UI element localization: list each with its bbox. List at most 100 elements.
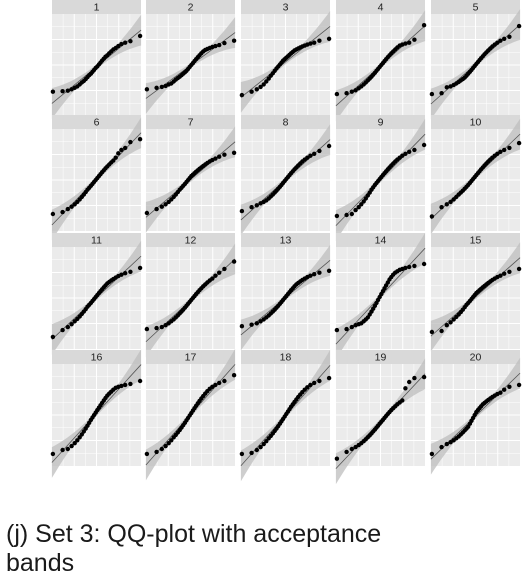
qq-point bbox=[154, 449, 159, 455]
qq-point bbox=[308, 382, 313, 388]
qq-point bbox=[516, 382, 522, 388]
facet-strip bbox=[241, 115, 330, 129]
qq-point bbox=[154, 85, 159, 91]
facet-strip bbox=[431, 115, 520, 129]
qq-point bbox=[213, 43, 218, 49]
facet-strip-label: 4 bbox=[378, 2, 384, 14]
facet-strip bbox=[431, 0, 520, 14]
qq-point bbox=[507, 269, 512, 274]
qq-point bbox=[261, 82, 266, 87]
qq-point bbox=[72, 441, 77, 446]
qq-point bbox=[128, 139, 133, 145]
facet-panel-3: 3 bbox=[239, 0, 332, 116]
qq-point bbox=[69, 204, 74, 209]
qq-point bbox=[326, 143, 332, 149]
qq-point bbox=[429, 451, 435, 457]
qq-point bbox=[119, 272, 124, 277]
qq-point bbox=[222, 266, 227, 272]
qq-point bbox=[326, 268, 332, 273]
qq-point bbox=[502, 36, 507, 41]
qq-point bbox=[349, 211, 354, 217]
qq-point bbox=[412, 263, 417, 269]
facet-panel-9: 9 bbox=[334, 115, 427, 241]
qq-point bbox=[502, 147, 507, 153]
qq-point bbox=[407, 149, 412, 154]
qq-point bbox=[344, 326, 349, 332]
qq-point bbox=[326, 375, 332, 381]
qq-point bbox=[75, 438, 80, 443]
qq-point bbox=[231, 373, 237, 378]
qq-point bbox=[502, 271, 507, 276]
qq-point bbox=[344, 212, 349, 218]
qq-point bbox=[50, 211, 56, 217]
qq-point bbox=[344, 91, 349, 96]
facet-strip bbox=[52, 115, 141, 129]
qq-point bbox=[65, 324, 71, 330]
qq-point bbox=[249, 89, 254, 94]
qq-point bbox=[50, 89, 56, 94]
qq-point bbox=[144, 210, 150, 216]
qq-point bbox=[231, 38, 237, 43]
qq-point bbox=[137, 33, 143, 39]
qq-point bbox=[498, 149, 503, 154]
qq-point bbox=[163, 443, 168, 449]
qq-point bbox=[421, 142, 427, 148]
qq-point bbox=[69, 443, 74, 449]
facet-strip-label: 8 bbox=[283, 117, 289, 129]
qq-point bbox=[421, 23, 427, 28]
facet-panel-4: 4 bbox=[334, 0, 427, 122]
qq-point bbox=[264, 79, 269, 84]
qq-point bbox=[516, 23, 522, 29]
qq-point bbox=[123, 382, 128, 388]
qq-point bbox=[169, 438, 174, 443]
qq-point bbox=[312, 151, 317, 156]
reference-line bbox=[240, 26, 331, 98]
facet-strip-label: 2 bbox=[188, 2, 194, 14]
qq-point bbox=[254, 87, 259, 92]
qq-point bbox=[444, 202, 449, 207]
qq-point bbox=[403, 41, 408, 46]
qq-point bbox=[498, 390, 503, 395]
facet-strip bbox=[241, 233, 330, 247]
qq-point bbox=[123, 271, 128, 276]
qq-point bbox=[222, 378, 227, 384]
qq-point bbox=[444, 441, 449, 447]
qq-point bbox=[222, 40, 227, 46]
qq-point bbox=[317, 38, 322, 43]
qq-point bbox=[344, 449, 349, 455]
qq-point bbox=[159, 84, 164, 90]
facet-panel-18: 18 bbox=[239, 349, 332, 482]
qq-point bbox=[222, 152, 227, 157]
facet-strip-label: 7 bbox=[188, 117, 194, 129]
qq-point bbox=[119, 383, 124, 389]
qq-point bbox=[429, 329, 435, 335]
qq-point bbox=[407, 40, 412, 45]
qq-point bbox=[429, 91, 435, 97]
qq-point bbox=[326, 36, 332, 41]
qq-point bbox=[334, 327, 340, 333]
qq-point bbox=[407, 264, 412, 270]
qq-point bbox=[249, 205, 254, 210]
qq-point bbox=[439, 444, 444, 450]
qq-point bbox=[210, 276, 215, 281]
qq-point bbox=[349, 89, 354, 94]
facet-strip bbox=[52, 233, 141, 247]
facet-panel-20: 20 bbox=[429, 350, 522, 475]
qq-point bbox=[403, 386, 408, 391]
qq-point bbox=[159, 324, 164, 330]
facet-panel-15: 15 bbox=[429, 233, 522, 352]
qq-point bbox=[163, 202, 168, 207]
facet-strip-label: 5 bbox=[473, 2, 479, 14]
qq-point bbox=[359, 202, 364, 207]
facet-panel-5: 5 bbox=[429, 0, 522, 120]
qq-point bbox=[502, 387, 507, 392]
qq-point bbox=[516, 266, 522, 272]
facet-strip-label: 16 bbox=[91, 352, 103, 364]
qq-point bbox=[507, 145, 512, 151]
facet-panel-17: 17 bbox=[144, 348, 237, 481]
qq-point bbox=[69, 322, 74, 327]
facet-panel-16: 16 bbox=[50, 349, 143, 478]
qq-point bbox=[317, 270, 322, 275]
qq-point bbox=[439, 91, 444, 96]
